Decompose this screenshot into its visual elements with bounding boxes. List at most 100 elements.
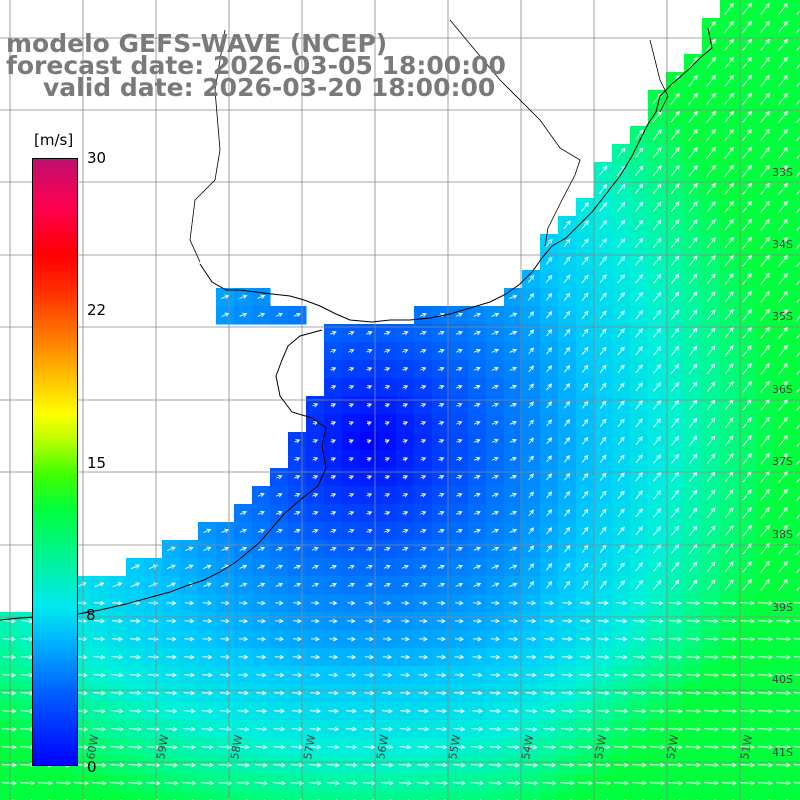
wind-arrow — [383, 582, 391, 588]
wind-arrow — [742, 507, 752, 519]
wind-arrow — [183, 726, 196, 732]
wind-arrow — [581, 202, 589, 212]
wind-arrow — [579, 672, 592, 678]
wind-arrow — [742, 326, 752, 339]
wind-arrow — [348, 385, 355, 390]
longitude-label: 54W — [519, 734, 536, 761]
wind-arrow — [686, 636, 701, 642]
wind-arrow — [528, 419, 534, 427]
wind-arrow — [544, 600, 555, 606]
wind-arrow — [203, 528, 212, 533]
wind-arrow — [257, 528, 265, 534]
wind-arrow — [166, 654, 177, 660]
wind-arrow — [111, 690, 124, 696]
wind-arrow — [704, 600, 719, 606]
wind-arrow — [778, 164, 788, 177]
wind-arrow — [635, 472, 643, 482]
wind-arrow — [653, 364, 661, 374]
wind-arrow — [329, 618, 338, 624]
wind-cell — [450, 792, 469, 800]
wind-arrow — [545, 274, 553, 283]
wind-arrow — [402, 385, 409, 390]
wind-arrow — [309, 744, 322, 750]
wind-arrow — [294, 493, 301, 498]
wind-arrow — [437, 564, 445, 570]
wind-arrow — [239, 528, 248, 534]
wind-arrow — [365, 582, 373, 588]
wind-arrow — [544, 618, 555, 624]
wind-arrow — [436, 654, 447, 660]
wind-arrow — [92, 726, 107, 732]
wind-arrow — [653, 327, 662, 338]
wind-arrow — [384, 385, 391, 390]
wind-arrow — [526, 618, 537, 624]
wind-arrow — [546, 527, 553, 535]
wind-arrow — [633, 654, 646, 660]
wind-arrow — [382, 672, 393, 678]
wind-arrow — [509, 474, 518, 480]
wind-arrow — [706, 255, 716, 267]
wind-arrow — [561, 654, 574, 660]
wind-arrow — [617, 562, 625, 572]
wind-arrow — [739, 672, 755, 678]
wind-arrow — [221, 528, 230, 533]
wind-arrow — [721, 726, 737, 732]
wind-arrow — [166, 600, 177, 606]
wind-arrow — [453, 708, 466, 714]
wind-arrow — [94, 582, 105, 588]
wind-arrow — [615, 636, 628, 642]
wind-arrow — [546, 437, 552, 445]
wind-arrow — [581, 508, 589, 517]
wind-arrow — [796, 261, 800, 267]
wind-cell — [468, 792, 487, 800]
wind-arrow — [419, 636, 428, 642]
wind-arrow — [382, 654, 393, 660]
wind-arrow — [164, 762, 179, 768]
wind-arrow — [293, 528, 301, 534]
wind-arrow — [739, 780, 755, 786]
wind-arrow — [739, 744, 755, 750]
wind-cell — [792, 0, 800, 19]
wind-arrow — [778, 362, 788, 375]
latitude-label: 40S — [772, 673, 793, 686]
wind-arrow — [384, 330, 391, 336]
wind-cell — [360, 792, 379, 800]
wind-arrow — [775, 600, 791, 606]
wind-arrow — [401, 582, 410, 588]
wind-arrow — [722, 600, 737, 606]
wind-arrow — [632, 672, 647, 678]
wind-arrow — [329, 564, 337, 570]
wind-arrow — [778, 200, 788, 213]
wind-arrow — [653, 579, 662, 590]
wind-arrow — [528, 563, 535, 571]
wind-arrow — [742, 254, 752, 267]
wind-arrow — [257, 600, 266, 606]
wind-arrow — [706, 345, 716, 357]
wind-arrow — [455, 564, 464, 570]
wind-arrow — [653, 400, 661, 410]
wind-cell — [792, 702, 800, 721]
wind-arrow — [653, 525, 661, 536]
wind-arrow — [438, 385, 445, 390]
wind-arrow — [742, 345, 752, 357]
wind-arrow — [455, 528, 463, 534]
wind-arrow — [526, 600, 537, 606]
wind-arrow — [546, 365, 553, 373]
wind-arrow — [417, 708, 429, 714]
wind-arrow — [473, 564, 482, 570]
wind-arrow — [760, 128, 770, 141]
wind-arrow — [509, 582, 518, 587]
wind-arrow — [688, 201, 698, 213]
wind-arrow — [2, 654, 17, 660]
wind-arrow — [184, 636, 195, 642]
wind-arrow — [757, 726, 773, 732]
wind-arrow — [650, 708, 665, 714]
wind-arrow — [110, 762, 125, 768]
wind-arrow — [491, 546, 500, 552]
wind-arrow — [652, 201, 662, 213]
wind-arrow — [293, 546, 301, 552]
wind-arrow — [184, 618, 195, 624]
longitude-label: 53W — [592, 734, 609, 761]
wind-arrow — [543, 708, 556, 714]
wind-arrow — [560, 726, 574, 732]
